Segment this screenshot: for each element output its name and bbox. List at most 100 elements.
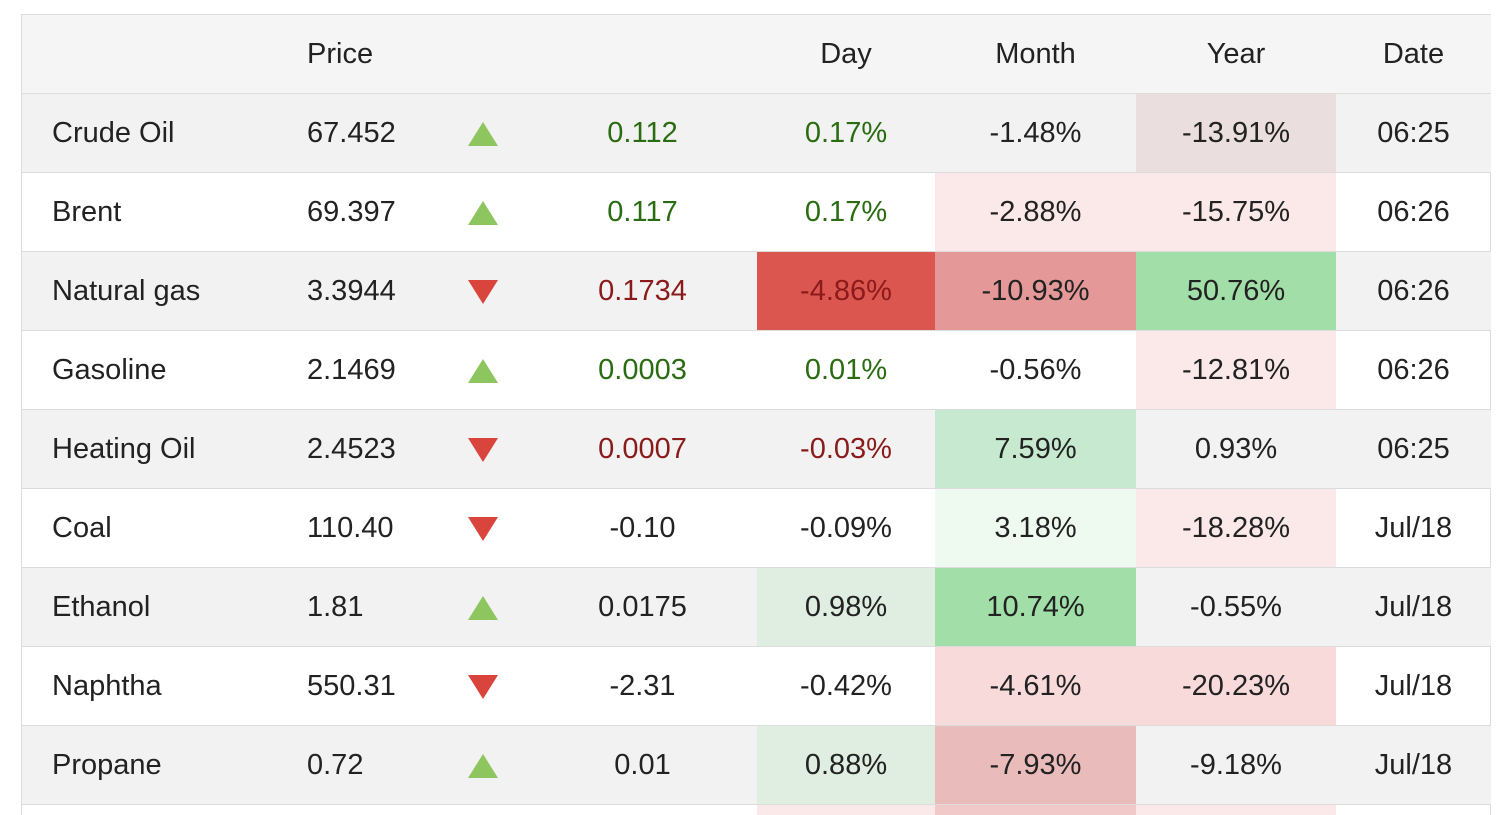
price-cell: 3.3944: [278, 252, 438, 331]
triangle-up-icon: [468, 201, 498, 225]
triangle-up-icon: [468, 754, 498, 778]
year-percent-cell: -20.23%: [1136, 647, 1336, 726]
partial-cell: [528, 805, 757, 815]
direction-cell: [438, 647, 528, 726]
year-percent-cell: -9.18%: [1136, 726, 1336, 805]
day-percent-cell: 0.98%: [757, 568, 935, 647]
header-month[interactable]: Month: [935, 15, 1136, 94]
price-cell: 67.452: [278, 94, 438, 173]
direction-cell: [438, 489, 528, 568]
direction-cell: [438, 331, 528, 410]
change-cell: 0.0175: [528, 568, 757, 647]
day-percent-cell: 0.17%: [757, 94, 935, 173]
triangle-up-icon: [468, 122, 498, 146]
change-cell: 0.112: [528, 94, 757, 173]
year-percent-cell: -13.91%: [1136, 94, 1336, 173]
price-cell: 0.72: [278, 726, 438, 805]
commodity-name[interactable]: Brent: [22, 173, 278, 252]
date-cell: 06:25: [1336, 410, 1491, 489]
day-percent-cell: 0.01%: [757, 331, 935, 410]
day-percent-cell: -0.09%: [757, 489, 935, 568]
header-name: [22, 15, 278, 94]
change-cell: -2.31: [528, 647, 757, 726]
date-cell: 06:26: [1336, 331, 1491, 410]
direction-cell: [438, 410, 528, 489]
date-cell: 06:26: [1336, 252, 1491, 331]
triangle-down-icon: [468, 517, 498, 541]
triangle-down-icon: [468, 438, 498, 462]
month-percent-cell: -4.61%: [935, 647, 1136, 726]
price-cell: 2.1469: [278, 331, 438, 410]
change-cell: 0.117: [528, 173, 757, 252]
partial-cell: [1136, 805, 1336, 815]
commodity-name[interactable]: Crude Oil: [22, 94, 278, 173]
date-cell: 06:25: [1336, 94, 1491, 173]
year-percent-cell: -12.81%: [1136, 331, 1336, 410]
commodity-name[interactable]: Heating Oil: [22, 410, 278, 489]
year-percent-cell: -15.75%: [1136, 173, 1336, 252]
change-cell: 0.01: [528, 726, 757, 805]
commodity-name[interactable]: Natural gas: [22, 252, 278, 331]
price-cell: 1.81: [278, 568, 438, 647]
month-percent-cell: -1.48%: [935, 94, 1136, 173]
day-percent-cell: 0.88%: [757, 726, 935, 805]
header-change: [528, 15, 757, 94]
year-percent-cell: -0.55%: [1136, 568, 1336, 647]
triangle-up-icon: [468, 596, 498, 620]
direction-cell: [438, 94, 528, 173]
partial-cell: [757, 805, 935, 815]
commodity-name[interactable]: Ethanol: [22, 568, 278, 647]
commodity-name[interactable]: Gasoline: [22, 331, 278, 410]
header-day[interactable]: Day: [757, 15, 935, 94]
date-cell: Jul/18: [1336, 489, 1491, 568]
change-cell: -0.10: [528, 489, 757, 568]
partial-cell: [438, 805, 528, 815]
header-date[interactable]: Date: [1336, 15, 1491, 94]
direction-cell: [438, 726, 528, 805]
price-cell: 110.40: [278, 489, 438, 568]
month-percent-cell: -10.93%: [935, 252, 1136, 331]
commodity-name[interactable]: Propane: [22, 726, 278, 805]
table-row-partial: [22, 805, 1491, 815]
direction-cell: [438, 568, 528, 647]
month-percent-cell: -7.93%: [935, 726, 1136, 805]
year-percent-cell: -18.28%: [1136, 489, 1336, 568]
partial-cell: [1336, 805, 1491, 815]
commodity-name[interactable]: Naphtha: [22, 647, 278, 726]
change-cell: 0.0003: [528, 331, 757, 410]
table-header: Price Day Month Year Date: [22, 15, 1491, 94]
date-cell: Jul/18: [1336, 726, 1491, 805]
header-year[interactable]: Year: [1136, 15, 1336, 94]
change-cell: 0.1734: [528, 252, 757, 331]
day-percent-cell: -0.03%: [757, 410, 935, 489]
date-cell: Jul/18: [1336, 568, 1491, 647]
month-percent-cell: 3.18%: [935, 489, 1136, 568]
direction-cell: [438, 173, 528, 252]
commodity-name[interactable]: Coal: [22, 489, 278, 568]
header-row: Price Day Month Year Date: [22, 15, 1491, 94]
date-cell: Jul/18: [1336, 647, 1491, 726]
date-cell: 06:26: [1336, 173, 1491, 252]
triangle-down-icon: [468, 280, 498, 304]
change-cell: 0.0007: [528, 410, 757, 489]
price-cell: 2.4523: [278, 410, 438, 489]
triangle-up-icon: [468, 359, 498, 383]
direction-cell: [438, 252, 528, 331]
header-price[interactable]: Price: [278, 15, 438, 94]
month-percent-cell: 7.59%: [935, 410, 1136, 489]
month-percent-cell: 10.74%: [935, 568, 1136, 647]
day-percent-cell: -4.86%: [757, 252, 935, 331]
partial-cell: [22, 805, 278, 815]
